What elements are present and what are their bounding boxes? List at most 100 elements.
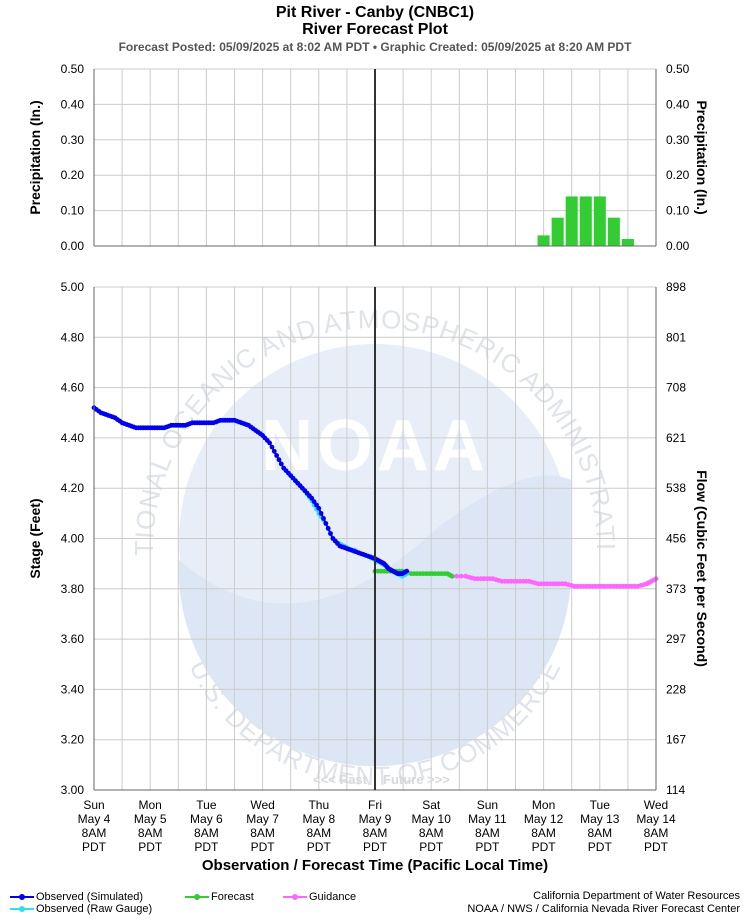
precip-ytick-left: 0.10 <box>61 204 85 218</box>
xtick-tz: PDT <box>475 840 500 854</box>
xtick-tz: PDT <box>644 840 669 854</box>
observed-simulated-point <box>271 448 277 454</box>
legend-observed-simulated: Observed (Simulated) <box>10 891 143 903</box>
xtick-time: 8AM <box>419 826 444 840</box>
flow-ytick-right: 297 <box>666 632 686 646</box>
precip-bar <box>537 235 550 246</box>
flow-ytick-right: 167 <box>666 733 686 747</box>
legend-label: Observed (Simulated) <box>36 891 143 903</box>
stage-ytick-left: 4.60 <box>61 381 85 395</box>
observed-simulated-point <box>323 521 329 526</box>
xtick-date: May 6 <box>190 812 223 826</box>
credits: California Department of Water Resources… <box>467 890 740 916</box>
xtick-tz: PDT <box>419 840 444 854</box>
xtick-tz: PDT <box>588 840 613 854</box>
xtick-day: Sun <box>477 798 498 812</box>
observed-simulated-point <box>325 526 331 531</box>
guidance-point <box>454 573 459 579</box>
flow-ytick-right: 373 <box>666 582 686 596</box>
precip-bar <box>579 196 592 246</box>
xtick-day: Sat <box>422 798 441 812</box>
xtick-tz: PDT <box>138 840 163 854</box>
stage-ytick-left: 3.00 <box>61 783 85 797</box>
xtick-date: May 12 <box>524 812 564 826</box>
legend-marker-blue <box>10 894 34 901</box>
flow-ytick-right: 801 <box>666 330 686 344</box>
xtick-date: May 13 <box>580 812 620 826</box>
observed-simulated-point <box>269 444 275 450</box>
xtick-date: May 7 <box>246 812 279 826</box>
xtick-day: Sun <box>83 798 104 812</box>
chart-subtitle-plot-type: River Forecast Plot <box>302 21 448 38</box>
legend-label: Observed (Raw Gauge) <box>36 903 153 915</box>
legend-marker-cyan <box>10 906 34 913</box>
precip-ytick-right: 0.30 <box>666 133 690 147</box>
xtick-time: 8AM <box>194 826 219 840</box>
precip-bars <box>94 196 634 247</box>
legend-marker-magenta <box>283 894 307 901</box>
xtick-day: Wed <box>644 798 668 812</box>
xtick-date: May 10 <box>412 812 452 826</box>
xtick-day: Mon <box>532 798 555 812</box>
precip-bar <box>621 238 634 246</box>
xtick-day: Wed <box>250 798 274 812</box>
xtick-day: Tue <box>590 798 611 812</box>
legend-forecast: Forecast <box>185 891 254 903</box>
precip-ytick-right: 0.10 <box>666 204 690 218</box>
legend-label: Forecast <box>211 891 254 903</box>
axes <box>93 69 657 791</box>
stage-ytick-left: 4.00 <box>61 532 85 546</box>
precip-ytick-right: 0.50 <box>666 62 690 76</box>
xtick-time: 8AM <box>644 826 669 840</box>
xtick-date: May 4 <box>78 812 111 826</box>
forecast-posted-info: Forecast Posted: 05/09/2025 at 8:02 AM P… <box>118 40 632 54</box>
precip-bar <box>593 196 606 246</box>
precip-ytick-left: 0.00 <box>61 239 85 253</box>
precip-ytick-left: 0.40 <box>61 97 85 111</box>
precip-ytick-left: 0.50 <box>61 62 85 76</box>
flow-ytick-right: 898 <box>666 280 686 294</box>
flow-ylabel: Flow (Cubic Feet per Second) <box>694 470 710 667</box>
x-axis-title: Observation / Forecast Time (Pacific Loc… <box>202 857 548 874</box>
forecast-point <box>449 573 455 579</box>
xtick-time: 8AM <box>475 826 500 840</box>
precip-ytick-left: 0.30 <box>61 133 85 147</box>
noaa-watermark: NOAANATIONAL OCEANIC AND ATMOSPHERIC ADM… <box>0 0 620 791</box>
xtick-date: May 8 <box>302 812 335 826</box>
xtick-date: May 11 <box>468 812 507 826</box>
flow-ytick-right: 456 <box>666 532 686 546</box>
stage-ytick-left: 4.20 <box>61 481 85 495</box>
observed-simulated-point <box>274 453 279 458</box>
observed-simulated-point <box>267 440 272 446</box>
xtick-day: Thu <box>308 798 329 812</box>
xtick-date: May 14 <box>636 812 676 826</box>
precip-ytick-right: 0.00 <box>666 239 690 253</box>
flow-ytick-right: 708 <box>666 381 686 395</box>
xtick-tz: PDT <box>82 840 107 854</box>
stage-ytick-left: 4.40 <box>61 431 85 445</box>
precip-ytick-right: 0.40 <box>666 97 690 111</box>
observed-simulated-point <box>328 531 333 536</box>
observed-simulated-point <box>404 568 410 574</box>
xtick-day: Fri <box>368 798 382 812</box>
precip-bar <box>565 196 578 246</box>
xtick-time: 8AM <box>138 826 163 840</box>
precip-ylabel-left: Precipitation (In.) <box>27 100 43 214</box>
observed-simulated-point <box>278 461 284 467</box>
stage-series <box>91 405 659 589</box>
past-annotation: <<< Past <box>313 772 368 787</box>
guidance-point <box>458 573 464 579</box>
precip-ylabel-right: Precipitation (In.) <box>694 100 710 214</box>
legend-marker-green <box>185 894 209 901</box>
stage-ytick-left: 3.80 <box>61 582 85 596</box>
legend-label: Guidance <box>309 891 357 903</box>
xtick-day: Tue <box>196 798 217 812</box>
stage-ytick-left: 5.00 <box>61 280 85 294</box>
xtick-tz: PDT <box>363 840 388 854</box>
xtick-tz: PDT <box>194 840 219 854</box>
precip-bar <box>551 217 564 246</box>
flow-ytick-right: 114 <box>666 783 685 797</box>
stage-ytick-left: 4.80 <box>61 330 85 344</box>
precip-ytick-right: 0.20 <box>666 168 690 182</box>
axis-labels: 0.00 0.00 0.10 0.10 0.20 0.20 0.30 0.30 0.40 0.40… <box>27 62 710 874</box>
